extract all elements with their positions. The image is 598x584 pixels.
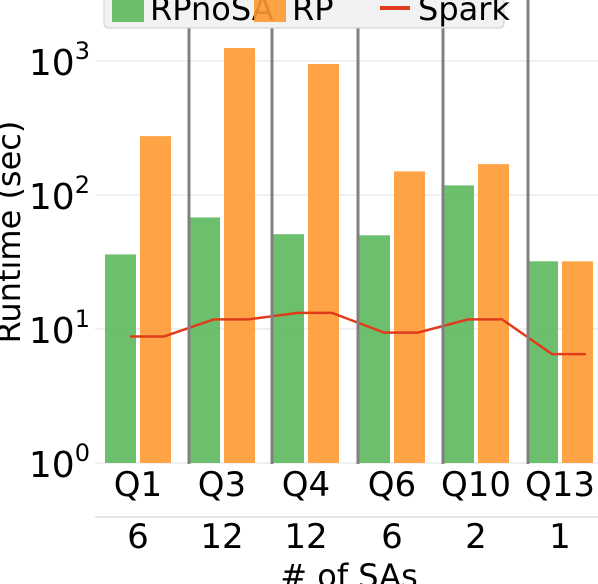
sa-count-q3: 12 bbox=[200, 517, 243, 557]
y-tick-label: 100 bbox=[29, 439, 90, 486]
x-tick-labels: Q1 Q3 Q4 Q6 Q10 Q13 bbox=[114, 465, 595, 505]
bar-rp-q10 bbox=[478, 164, 509, 463]
bar-rp-q3 bbox=[224, 48, 255, 463]
y-tick-label: 102 bbox=[29, 171, 90, 218]
x-tick-label-q3: Q3 bbox=[198, 465, 246, 505]
y-tick-label: 101 bbox=[29, 305, 90, 352]
y-axis-label: Runtime (sec) bbox=[0, 121, 28, 344]
legend: RPnoSA RP Spark bbox=[103, 0, 510, 29]
x-tick-label-q4: Q4 bbox=[282, 465, 330, 505]
legend-label-spark: Spark bbox=[418, 0, 510, 28]
y-tick-label: 103 bbox=[29, 37, 90, 84]
sa-count-q1: 6 bbox=[127, 517, 149, 557]
legend-swatch-rpnosa bbox=[112, 0, 144, 22]
sa-count-q13: 1 bbox=[549, 517, 571, 557]
query-dividers bbox=[187, 0, 530, 464]
legend-label-rpnosa: RPnoSA bbox=[150, 0, 274, 28]
legend-label-rp: RP bbox=[292, 0, 334, 28]
sa-count-q6: 6 bbox=[381, 517, 403, 557]
bars bbox=[105, 48, 593, 464]
bar-rpnosa-q6 bbox=[359, 235, 390, 463]
bar-rpnosa-q4 bbox=[273, 234, 304, 463]
sa-count-q4: 12 bbox=[284, 517, 327, 557]
bar-rp-q1 bbox=[140, 136, 171, 463]
bar-rp-q4 bbox=[308, 63, 339, 463]
bar-rp-q6 bbox=[394, 171, 425, 463]
x-tick-label-q13: Q13 bbox=[525, 465, 595, 505]
x-tick-label-q6: Q6 bbox=[368, 465, 416, 505]
x-tick-label-q10: Q10 bbox=[441, 465, 511, 505]
x-tick-label-q1: Q1 bbox=[114, 465, 162, 505]
bar-rpnosa-q1 bbox=[105, 254, 136, 463]
bar-rpnosa-q3 bbox=[189, 217, 220, 463]
sa-count-labels: 6 12 12 6 2 1 bbox=[127, 517, 571, 557]
bar-rpnosa-q13 bbox=[527, 261, 558, 463]
sa-count-q10: 2 bbox=[465, 517, 487, 557]
y-tick-labels: 100 101 102 103 bbox=[29, 37, 90, 486]
bar-rp-q13 bbox=[562, 261, 593, 463]
legend-swatch-rp bbox=[254, 0, 286, 22]
x-axis-label: # of SAs bbox=[280, 557, 417, 584]
